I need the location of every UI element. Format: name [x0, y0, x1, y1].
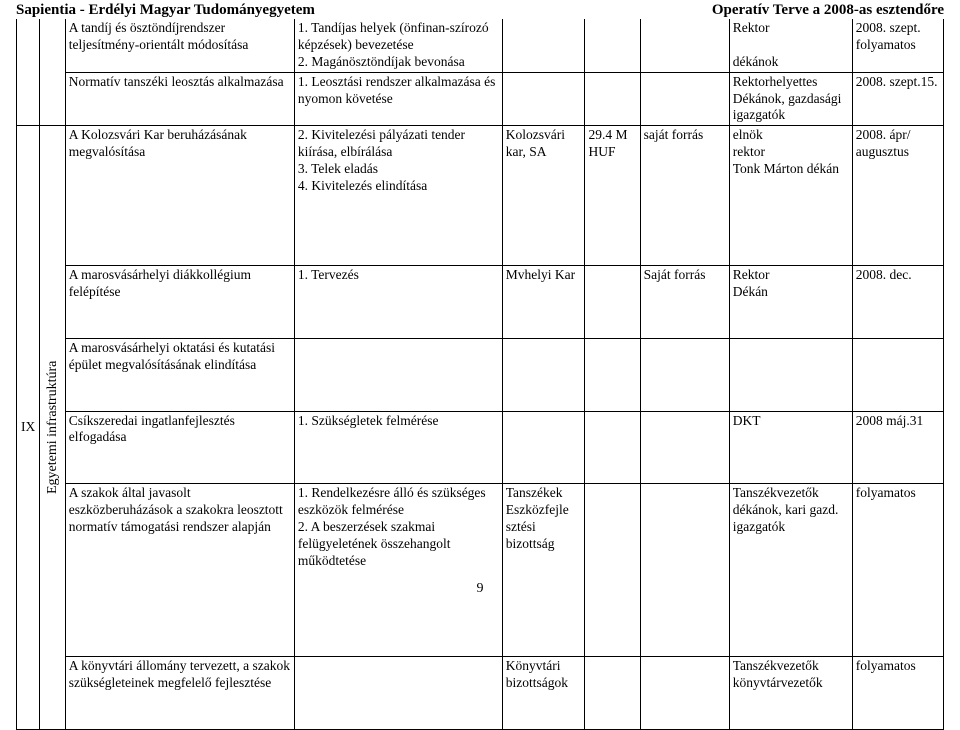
cell — [502, 72, 585, 126]
cell: Csíkszeredai ingatlanfejlesztés elfogadá… — [65, 411, 294, 484]
table-row: A szakok által javasolt eszközberuházáso… — [17, 484, 944, 657]
cell: 2008 máj.31 — [852, 411, 943, 484]
cell: 2. Kivitelezési pályázati tender kiírása… — [294, 126, 502, 266]
cell: Saját forrás — [640, 265, 729, 338]
cell — [502, 338, 585, 411]
cell — [640, 657, 729, 730]
cell — [585, 19, 640, 72]
cell — [585, 411, 640, 484]
cell — [640, 411, 729, 484]
table-row: A marosvásárhelyi diákkollégium felépíté… — [17, 265, 944, 338]
cell: Kolozsvári kar, SA — [502, 126, 585, 266]
cell: RektorDékán — [729, 265, 852, 338]
table-row: A könyvtári állomány tervezett, a szakok… — [17, 657, 944, 730]
cell: A Kolozsvári Kar beruházásának megvalósí… — [65, 126, 294, 266]
cell: Mvhelyi Kar — [502, 265, 585, 338]
cell — [729, 338, 852, 411]
cell — [585, 265, 640, 338]
cell: 1. Leosztási rendszer alkalmazása és nyo… — [294, 72, 502, 126]
cell: Könyvtári bizottságok — [502, 657, 585, 730]
cell — [585, 657, 640, 730]
cell: DKT — [729, 411, 852, 484]
cell: 2008. szept. folyamatos — [852, 19, 943, 72]
cell: 1. Tervezés — [294, 265, 502, 338]
section-label: Egyetemi infrastruktúra — [40, 126, 65, 730]
cell — [852, 338, 943, 411]
cell — [585, 484, 640, 657]
cell: A tandíj és ösztöndíjrendszer teljesítmé… — [65, 19, 294, 72]
table-row: A tandíj és ösztöndíjrendszer teljesítmé… — [17, 19, 944, 72]
cell — [502, 411, 585, 484]
table-row: Csíkszeredai ingatlanfejlesztés elfogadá… — [17, 411, 944, 484]
header-right: Operatív Terve a 2008-as esztendőre — [712, 2, 944, 19]
cell: Rektordékánok — [729, 19, 852, 72]
cell: folyamatos — [852, 657, 943, 730]
cell — [640, 484, 729, 657]
blank-section-num — [17, 19, 40, 126]
table-row: A marosvásárhelyi oktatási és kutatási é… — [17, 338, 944, 411]
cell: 1. Tandíjas helyek (önfinan-szírozó képz… — [294, 19, 502, 72]
cell: Tanszékvezetők könyvtárvezetők — [729, 657, 852, 730]
cell — [502, 19, 585, 72]
cell — [640, 72, 729, 126]
table-row: IX Egyetemi infrastruktúra A Kolozsvári … — [17, 126, 944, 266]
cell: saját forrás — [640, 126, 729, 266]
table-row: Normatív tanszéki leosztás alkalmazása 1… — [17, 72, 944, 126]
cell: Tanszékvezetők dékánok, kari gazd. igazg… — [729, 484, 852, 657]
cell — [294, 338, 502, 411]
cell: folyamatos — [852, 484, 943, 657]
cell: 1. Rendelkezésre álló és szükséges eszkö… — [294, 484, 502, 657]
cell — [585, 72, 640, 126]
cell: A szakok által javasolt eszközberuházáso… — [65, 484, 294, 657]
cell — [585, 338, 640, 411]
page-number: 9 — [0, 581, 960, 597]
cell: 1. Szükségletek felmérése — [294, 411, 502, 484]
blank-section-label — [40, 19, 65, 126]
cell — [640, 338, 729, 411]
cell: A marosvásárhelyi diákkollégium felépíté… — [65, 265, 294, 338]
cell: 2008. dec. — [852, 265, 943, 338]
section-number: IX — [17, 126, 40, 730]
cell — [294, 657, 502, 730]
cell: A könyvtári állomány tervezett, a szakok… — [65, 657, 294, 730]
cell: Rektorhelyettes Dékánok, gazdasági igazg… — [729, 72, 852, 126]
plan-table: A tandíj és ösztöndíjrendszer teljesítmé… — [16, 19, 944, 730]
cell: Normatív tanszéki leosztás alkalmazása — [65, 72, 294, 126]
cell: Tanszékek Eszközfejle sztési bizottság — [502, 484, 585, 657]
cell: 2008. szept.15. — [852, 72, 943, 126]
cell: A marosvásárhelyi oktatási és kutatási é… — [65, 338, 294, 411]
cell: elnökrektorTonk Márton dékán — [729, 126, 852, 266]
cell: 29.4 M HUF — [585, 126, 640, 266]
header-left: Sapientia - Erdélyi Magyar Tudományegyet… — [16, 2, 315, 19]
cell — [640, 19, 729, 72]
cell: 2008. ápr/ augusztus — [852, 126, 943, 266]
